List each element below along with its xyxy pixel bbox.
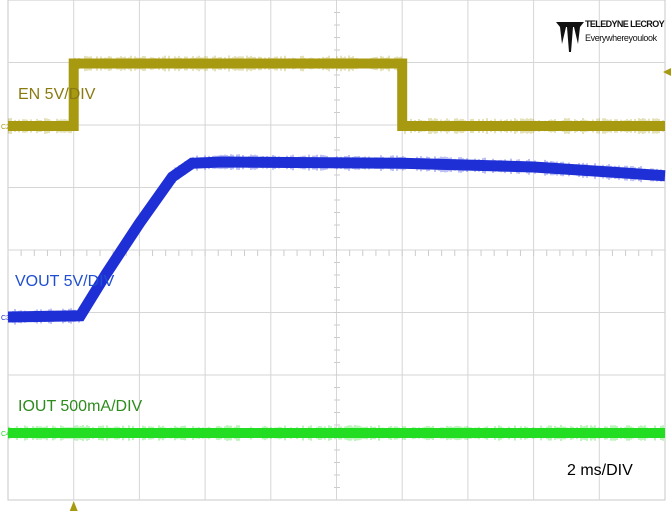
channel-marker-c4: C4 xyxy=(1,431,10,438)
teledyne-lecroy-logo: TELEDYNE LECROY Everywhereyoulook xyxy=(556,18,666,54)
trigger-marker-icon xyxy=(70,501,78,511)
logo-mark-icon xyxy=(556,18,584,52)
vout-channel-label: VOUT 5V/DIV xyxy=(15,273,114,291)
logo-brand-text: TELEDYNE LECROY xyxy=(585,19,664,29)
en-channel-label: EN 5V/DIV xyxy=(18,86,95,104)
timebase-label: 2 ms/DIV xyxy=(567,462,633,480)
trigger-level-marker-icon xyxy=(663,68,671,76)
channel-marker-c2: C2 xyxy=(1,124,10,131)
channel-marker-c3: C3 xyxy=(1,315,10,322)
grid xyxy=(8,0,665,500)
logo-tagline-text: Everywhereyoulook xyxy=(585,33,657,43)
iout-channel-label: IOUT 500mA/DIV xyxy=(18,398,142,416)
